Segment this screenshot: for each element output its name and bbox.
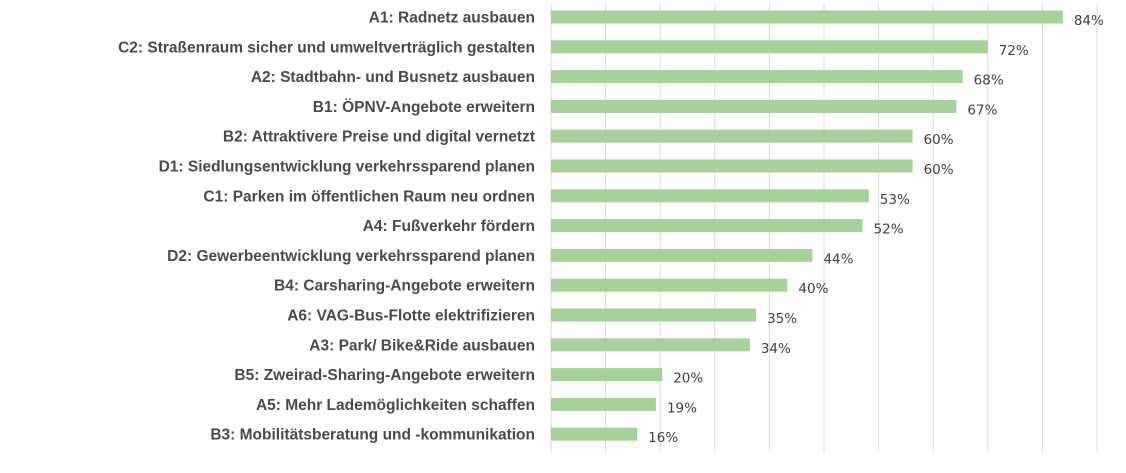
category-label: A6: VAG-Bus-Flotte elektrifizieren [287, 308, 535, 325]
value-label: 40% [798, 281, 828, 297]
value-label: 53% [880, 192, 910, 208]
bar [551, 368, 663, 382]
category-label: C1: Parken im öffentlichen Raum neu ordn… [203, 188, 535, 205]
category-label: C2: Straßenraum sicher und umweltverträg… [118, 39, 535, 56]
bars: A1: Radnetz ausbauen 84% C2: Straßenraum s… [118, 10, 1104, 447]
value-label: 60% [924, 162, 954, 178]
bar [551, 278, 788, 292]
bar [551, 308, 757, 322]
category-label: B3: Mobilitätsberatung und -kommunikatio… [210, 427, 535, 444]
bar [551, 219, 863, 233]
value-label: 35% [767, 311, 797, 327]
bar [551, 99, 957, 113]
bar [551, 10, 1063, 24]
category-label: D1: Siedlungsentwicklung verkehrssparend… [159, 159, 535, 176]
value-label: 67% [967, 102, 997, 118]
bar [551, 338, 750, 352]
category-label: A5: Mehr Lademöglichkeiten schaffen [256, 397, 535, 414]
value-label: 68% [974, 73, 1004, 89]
category-label: B1: ÖPNV-Angebote erweitern [313, 99, 535, 116]
bar [551, 70, 963, 84]
value-label: 72% [999, 43, 1029, 59]
value-label: 20% [673, 371, 703, 387]
bar [551, 129, 913, 143]
bar [551, 159, 913, 173]
bar [551, 40, 988, 54]
value-label: 44% [823, 251, 853, 267]
category-label: B2: Attraktivere Preise und digital vern… [223, 129, 535, 146]
category-label: A4: Fußverkehr fördern [363, 218, 535, 235]
value-label: 84% [1074, 13, 1104, 29]
bar [551, 397, 656, 411]
value-label: 60% [924, 132, 954, 148]
value-label: 19% [667, 400, 697, 416]
bar [551, 189, 869, 203]
category-label: D2: Gewerbeentwicklung verkehrssparend p… [167, 248, 535, 265]
category-label: B4: Carsharing-Angebote erweitern [274, 278, 535, 295]
category-label: B5: Zweirad-Sharing-Angebote erweitern [234, 367, 535, 384]
category-label: A3: Park/ Bike&Ride ausbauen [309, 337, 535, 354]
value-label: 34% [761, 341, 791, 357]
bar [551, 427, 638, 441]
value-label: 16% [648, 430, 678, 446]
category-label: A1: Radnetz ausbauen [369, 10, 535, 27]
category-label: A2: Stadtbahn- und Busnetz ausbauen [251, 69, 535, 86]
value-label: 52% [874, 222, 904, 238]
bar [551, 248, 813, 262]
